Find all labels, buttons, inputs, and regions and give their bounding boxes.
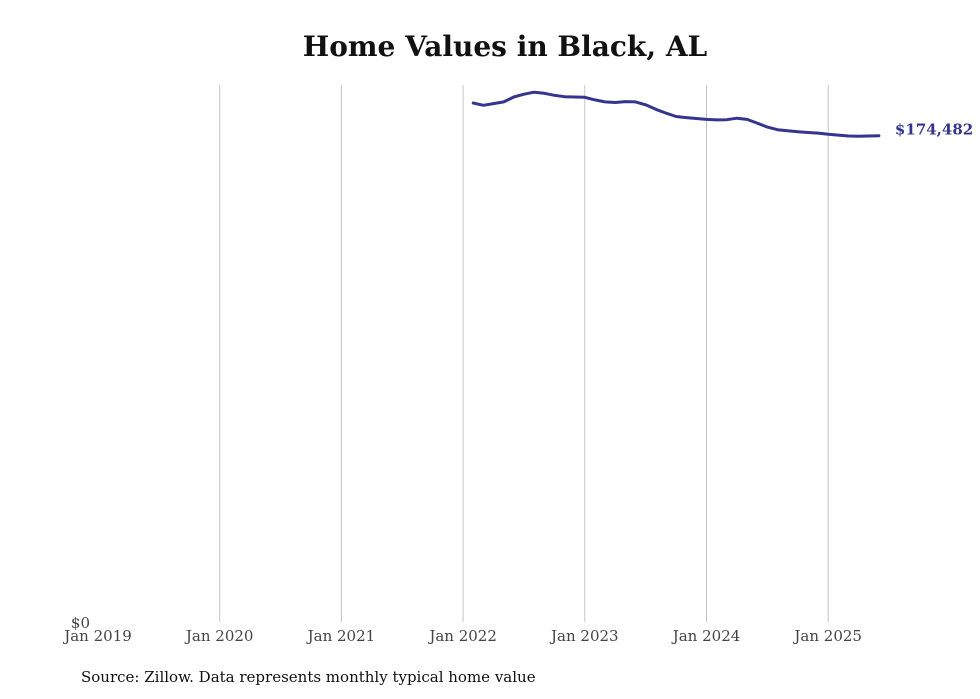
series-end-label: $174,482 [895, 121, 973, 139]
x-tick-label: Jan 2022 [427, 627, 497, 645]
x-axis-tick-labels: Jan 2019 Jan 2020 Jan 2021 Jan 2022 Jan 2023… [62, 627, 862, 645]
y-tick-label: $0 [71, 614, 90, 632]
grid-lines [219, 85, 829, 622]
chart-title: Home Values in Black, AL [302, 30, 708, 63]
x-tick-label: Jan 2021 [306, 627, 376, 645]
source-note: Source: Zillow. Data represents monthly … [81, 668, 536, 686]
series-line [471, 90, 881, 138]
y-axis-tick-labels: $0 [71, 614, 90, 632]
x-tick-label: Jan 2023 [549, 627, 619, 645]
x-tick-label: Jan 2020 [184, 627, 254, 645]
series-group: $174,482 [471, 90, 973, 139]
x-tick-label: Jan 2025 [792, 627, 862, 645]
x-tick-label: Jan 2024 [671, 627, 741, 645]
x-tick-label: Jan 2019 [62, 627, 132, 645]
